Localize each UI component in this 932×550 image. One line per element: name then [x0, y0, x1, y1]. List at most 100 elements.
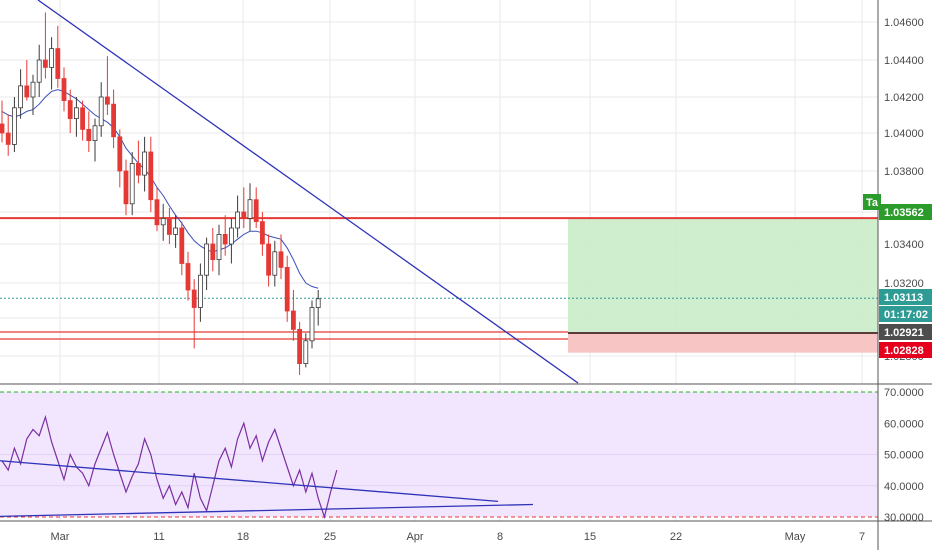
- candle-body: [297, 328, 303, 364]
- candle-body: [216, 233, 222, 260]
- price-tag-bg: [879, 204, 932, 220]
- candle-3: [18, 69, 24, 119]
- candle-body: [123, 170, 129, 205]
- candle-body: [228, 227, 234, 245]
- candle-body: [11, 107, 17, 145]
- candle-2: [11, 97, 17, 152]
- candle-body: [197, 274, 203, 308]
- time-tick-6: 15: [584, 531, 596, 543]
- candle-23: [142, 136, 148, 192]
- rsi-panel: [0, 391, 878, 518]
- candle-26: [160, 203, 166, 241]
- time-tick-1: 11: [153, 531, 164, 543]
- candle-body: [86, 128, 92, 141]
- candle-17: [105, 56, 110, 115]
- candle-body: [278, 251, 284, 268]
- rsi-trendline-lower[interactable]: [0, 503, 534, 518]
- candle-body: [111, 103, 116, 138]
- candle-33: [204, 237, 210, 290]
- target-label-text: Ta: [866, 197, 879, 209]
- candle-body: [315, 298, 321, 308]
- candle-47: [290, 290, 296, 341]
- candle-35: [216, 224, 222, 276]
- candle-body: [92, 125, 98, 142]
- price-tag-2: 01:17:02: [879, 306, 932, 322]
- price-tag-label: 1.03113: [884, 292, 923, 304]
- price-trendline[interactable]: [37, 0, 579, 384]
- price-tick-6: 1.03400: [884, 239, 924, 251]
- take-profit-zone[interactable]: [568, 218, 878, 334]
- candlesticks: [0, 12, 321, 375]
- candle-body: [117, 136, 123, 172]
- price-tick-0: 1.04600: [884, 17, 924, 29]
- target-label-tag: Ta: [863, 194, 881, 210]
- candle-12: [74, 97, 79, 137]
- candle-body: [266, 243, 272, 276]
- candle-body: [210, 243, 216, 261]
- candle-49: [303, 333, 309, 368]
- candle-7: [43, 12, 48, 79]
- candle-48: [297, 321, 303, 375]
- candle-body: [284, 266, 290, 312]
- candle-body: [55, 48, 61, 79]
- candle-body: [105, 96, 110, 105]
- candle-9: [55, 25, 61, 88]
- candle-6: [36, 44, 42, 97]
- candle-body: [204, 243, 210, 276]
- moving-average: [1, 89, 319, 289]
- candle-body: [80, 107, 85, 130]
- candle-body: [235, 211, 241, 229]
- price-tag-0: 1.03562: [879, 204, 932, 220]
- candle-body: [303, 340, 309, 364]
- target-label-bg: [863, 194, 881, 210]
- time-tick-3: 25: [324, 531, 336, 543]
- candle-body: [185, 263, 191, 291]
- candle-body: [148, 151, 154, 201]
- price-tag-bg: [879, 324, 932, 340]
- time-tick-9: 7: [859, 531, 865, 543]
- price-tag-label: 01:17:02: [884, 309, 928, 321]
- rsi-tick-2: 50.0000: [884, 450, 924, 462]
- descending-trendline[interactable]: [37, 0, 579, 384]
- candle-body: [43, 59, 48, 68]
- rsi-tick-0: 70.0000: [884, 387, 924, 399]
- candle-body: [309, 307, 315, 342]
- candle-body: [0, 123, 5, 134]
- candle-46: [284, 255, 290, 322]
- candle-body: [49, 48, 54, 68]
- price-tag-label: 1.03562: [884, 207, 924, 219]
- time-tick-7: 22: [670, 531, 682, 543]
- stop-loss-zone[interactable]: [568, 333, 878, 353]
- rsi-tick-1: 60.0000: [884, 418, 924, 430]
- candle-45: [278, 234, 284, 280]
- candle-body: [154, 199, 160, 226]
- long-position-tool[interactable]: [568, 218, 878, 353]
- rsi-tick-3: 40.0000: [884, 481, 924, 493]
- candle-50: [309, 300, 315, 349]
- candle-body: [191, 289, 197, 308]
- candle-body: [179, 227, 185, 264]
- candle-24: [148, 136, 154, 212]
- horizontal-levels[interactable]: [0, 217, 878, 340]
- candle-39: [241, 187, 247, 228]
- candle-body: [129, 162, 135, 205]
- candle-body: [67, 100, 73, 119]
- candle-body: [272, 251, 278, 276]
- price-tag-3: 1.02921: [879, 324, 932, 340]
- price-tick-4: 1.03800: [884, 166, 924, 178]
- candle-10: [61, 67, 67, 112]
- price-tag-bg: [879, 289, 932, 305]
- candle-body: [160, 217, 166, 226]
- candle-29: [179, 221, 185, 276]
- candle-51: [315, 290, 321, 326]
- candle-15: [92, 118, 98, 162]
- time-tick-5: 8: [497, 531, 503, 543]
- price-tag-label: 1.02828: [884, 345, 924, 357]
- rsi-trendline-upper[interactable]: [0, 460, 499, 503]
- candle-42: [259, 212, 265, 256]
- time-tick-4: Apr: [406, 531, 423, 543]
- candle-14: [86, 111, 92, 152]
- time-tick-8: May: [785, 531, 806, 543]
- candle-13: [80, 100, 85, 141]
- candle-44: [272, 240, 278, 287]
